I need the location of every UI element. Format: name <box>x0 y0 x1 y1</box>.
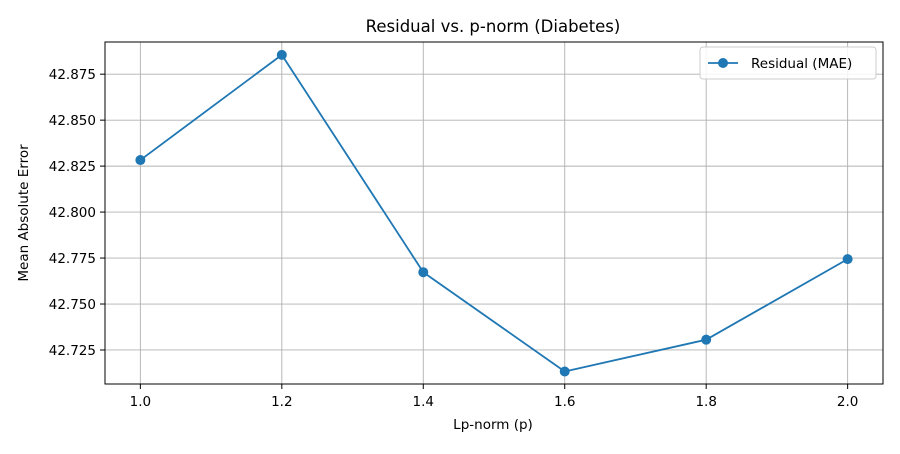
y-tick-label: 42.750 <box>49 297 96 313</box>
y-tick-label: 42.875 <box>49 67 96 83</box>
y-axis-ticks: 42.725 42.750 42.775 42.800 42.825 42.850 42.8… <box>49 67 105 359</box>
y-tick-label: 42.725 <box>49 343 96 359</box>
series-layer <box>135 49 853 377</box>
legend-frame <box>699 46 877 80</box>
x-axis-label: Lp-norm (p) <box>453 417 533 433</box>
data-point <box>701 334 712 345</box>
legend: Residual (MAE) <box>699 46 877 80</box>
y-axis-label: Mean Absolute Error <box>16 144 32 282</box>
x-tick-label: 1.0 <box>130 394 151 410</box>
plot-frame <box>104 41 884 385</box>
x-tick-label: 2.0 <box>837 394 858 410</box>
y-tick-label: 42.800 <box>49 205 96 221</box>
grid <box>105 42 883 384</box>
series-line <box>139 53 849 373</box>
x-tick-label: 1.4 <box>413 394 434 410</box>
chart-title: Residual vs. p-norm (Diabetes) <box>366 17 621 36</box>
legend-marker-icon <box>718 58 728 68</box>
data-point <box>276 49 287 60</box>
data-point <box>559 366 570 377</box>
x-tick-label: 1.8 <box>695 394 716 410</box>
x-axis-ticks: 1.0 1.2 1.4 1.6 1.8 2.0 <box>130 384 858 410</box>
data-point <box>418 267 429 278</box>
y-tick-label: 42.850 <box>49 113 96 129</box>
y-tick-label: 42.775 <box>49 251 96 267</box>
legend-label: Residual (MAE) <box>751 56 852 72</box>
data-point <box>842 254 853 265</box>
data-point <box>135 155 146 166</box>
x-tick-label: 1.2 <box>271 394 292 410</box>
y-tick-label: 42.825 <box>49 159 96 175</box>
x-tick-label: 1.6 <box>554 394 575 410</box>
axes <box>104 41 884 385</box>
